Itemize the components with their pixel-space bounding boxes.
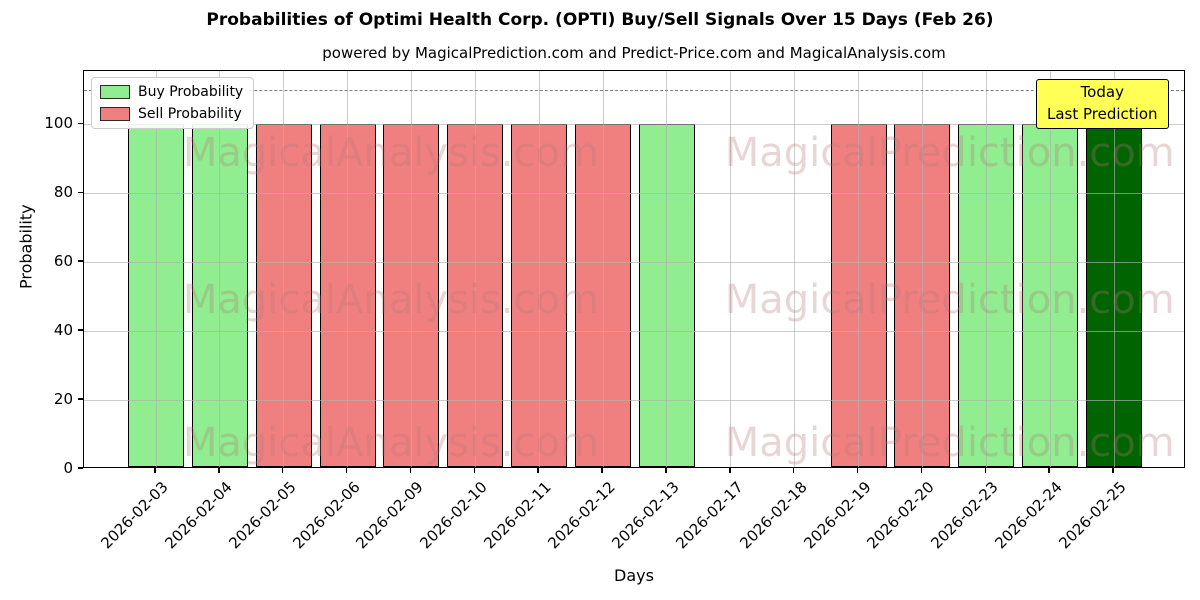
x-tick-label-2026-02-10: 2026-02-10 (416, 478, 492, 553)
legend-entry-buy: Buy Probability (100, 84, 243, 100)
x-tick-mark (792, 468, 795, 473)
x-tick-label-2026-02-05: 2026-02-05 (225, 478, 300, 553)
y-tick-label: 60 (53, 252, 73, 271)
y-tick-mark (78, 398, 83, 400)
y-tick-label: 40 (53, 321, 73, 340)
x-tick-mark (984, 468, 987, 473)
watermark-text: MagicalAnalysis.com (182, 420, 599, 467)
x-tick-mark (856, 468, 859, 473)
y-tick-mark (78, 122, 83, 125)
x-tick-label-2026-02-09: 2026-02-09 (352, 478, 428, 553)
x-gridline (219, 71, 221, 467)
x-gridline (730, 71, 732, 467)
legend-sell-label: Sell Probability (138, 106, 242, 122)
x-tick-mark (345, 468, 348, 473)
sell-swatch-icon (100, 107, 130, 121)
x-tick-label-2026-02-20: 2026-02-20 (863, 478, 939, 553)
today-annotation-line1: Today (1080, 83, 1124, 101)
threshold-dashed-line (84, 89, 1184, 91)
plot-area: Buy Probability Sell Probability Today L… (83, 70, 1185, 468)
x-gridline (985, 71, 987, 467)
x-gridline (410, 71, 412, 467)
x-gridline (538, 71, 540, 467)
x-tick-mark (920, 468, 923, 473)
x-tick-label-2026-02-18: 2026-02-18 (736, 478, 811, 553)
x-tick-mark (1048, 468, 1050, 473)
buy-swatch-icon (100, 85, 130, 99)
x-gridline (1049, 71, 1051, 467)
x-tick-label-2026-02-06: 2026-02-06 (288, 478, 364, 553)
x-tick-label-2026-02-12: 2026-02-12 (544, 478, 619, 553)
x-tick-label-2026-02-24: 2026-02-24 (991, 478, 1066, 553)
y-tick-mark (78, 467, 83, 469)
x-tick-mark (729, 468, 731, 473)
x-gridline (602, 71, 604, 467)
x-tick-mark (218, 468, 220, 473)
legend: Buy Probability Sell Probability (91, 77, 255, 129)
x-tick-mark (601, 468, 603, 473)
watermark-text: MagicalPrediction.com (724, 129, 1175, 176)
watermark-text: MagicalAnalysis.com (182, 276, 599, 323)
x-tick-label-2026-02-04: 2026-02-04 (161, 478, 236, 553)
y-gridline (84, 399, 1184, 401)
y-gridline (84, 123, 1184, 125)
y-gridline (84, 330, 1184, 332)
watermark-text: MagicalPrediction.com (724, 420, 1175, 467)
y-tick-mark (78, 260, 83, 262)
x-gridline (921, 71, 923, 467)
y-tick-label: 100 (44, 114, 73, 133)
y-gridline (84, 192, 1184, 194)
x-tick-mark (154, 468, 156, 473)
x-gridline (1113, 71, 1115, 467)
x-tick-label-2026-02-13: 2026-02-13 (608, 478, 683, 553)
x-gridline (794, 71, 796, 467)
x-tick-label-2026-02-25: 2026-02-25 (1055, 478, 1130, 553)
x-tick-label-2026-02-03: 2026-02-03 (97, 478, 172, 553)
x-tick-mark (281, 468, 284, 473)
chart-title: Probabilities of Optimi Health Corp. (OP… (206, 10, 994, 30)
chart-subtitle: powered by MagicalPrediction.com and Pre… (322, 44, 946, 62)
legend-entry-sell: Sell Probability (100, 106, 243, 122)
x-gridline (474, 71, 476, 467)
x-gridline (666, 71, 668, 467)
y-tick-label: 0 (63, 459, 73, 477)
y-tick-mark (78, 329, 83, 331)
legend-buy-label: Buy Probability (138, 84, 244, 100)
x-gridline (283, 71, 285, 467)
y-tick-mark (78, 191, 83, 194)
watermark-text: MagicalPrediction.com (724, 276, 1175, 323)
x-tick-mark (409, 468, 412, 473)
x-axis-label: Days (614, 566, 654, 585)
x-tick-mark (473, 468, 476, 473)
x-tick-label-2026-02-23: 2026-02-23 (927, 478, 1002, 553)
y-tick-label: 80 (53, 183, 73, 202)
x-tick-label-2026-02-19: 2026-02-19 (799, 478, 875, 553)
x-tick-mark (1112, 468, 1114, 473)
today-annotation-line2: Last Prediction (1047, 104, 1158, 123)
x-tick-mark (537, 468, 539, 473)
x-tick-label-2026-02-11: 2026-02-11 (480, 478, 555, 553)
x-tick-mark (665, 468, 667, 473)
y-gridline (84, 261, 1184, 263)
x-gridline (858, 71, 860, 467)
watermark-text: MagicalAnalysis.com (182, 129, 599, 176)
x-gridline (155, 71, 157, 467)
x-tick-label-2026-02-17: 2026-02-17 (672, 478, 747, 553)
y-tick-label: 20 (53, 390, 73, 409)
today-annotation: Today Last Prediction (1036, 79, 1169, 129)
x-gridline (347, 71, 349, 467)
